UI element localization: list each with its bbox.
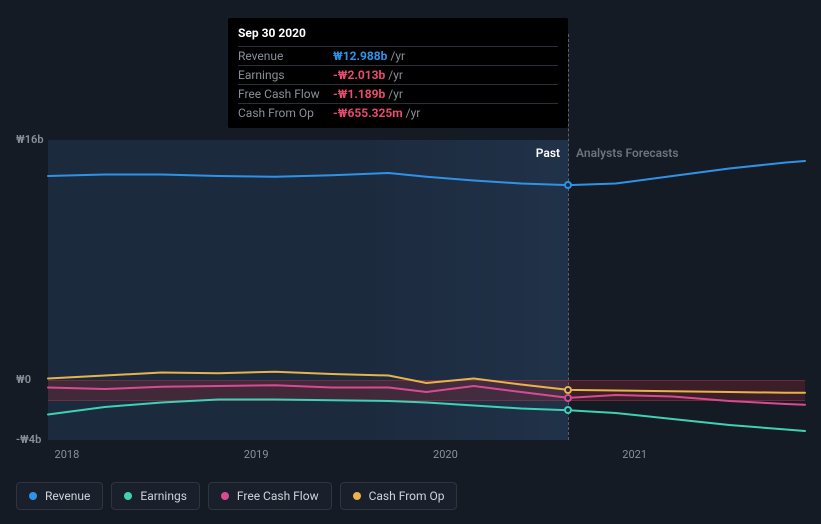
tooltip-metric-value: -₩2.013b [333, 68, 385, 82]
earnings-chart: ₩16b ₩0 -₩4b Past Analysts Forecasts 2018 2… [16, 118, 805, 468]
tooltip-metric-value: -₩655.325m [333, 106, 403, 120]
x-tick-label: 2018 [55, 448, 80, 461]
series-line [48, 400, 805, 432]
tooltip-date: Sep 30 2020 [238, 26, 558, 46]
legend-label: Cash From Op [369, 489, 445, 503]
tooltip-suffix: /yr [388, 87, 403, 101]
x-tick-label: 2021 [622, 448, 647, 461]
tooltip-row: Cash From Op-₩655.325m/yr [238, 103, 558, 122]
tooltip-metric-label: Earnings [238, 68, 333, 82]
tooltip-metric-label: Free Cash Flow [238, 87, 333, 101]
y-tick-label: ₩16b [16, 133, 44, 146]
legend: Revenue Earnings Free Cash Flow Cash From O… [16, 482, 457, 510]
legend-dot-icon [29, 492, 37, 500]
legend-item[interactable]: Earnings [111, 482, 200, 510]
series-marker [564, 406, 572, 414]
tooltip-suffix: /yr [406, 106, 421, 120]
legend-item[interactable]: Revenue [16, 482, 103, 510]
tooltip-suffix: /yr [390, 49, 405, 63]
y-tick-label: -₩4b [16, 433, 41, 446]
series-line [48, 372, 805, 393]
plot-area[interactable]: Past Analysts Forecasts [48, 140, 805, 440]
legend-dot-icon [353, 492, 361, 500]
tooltip-suffix: /yr [388, 68, 403, 82]
legend-dot-icon [221, 492, 229, 500]
series-marker [564, 181, 572, 189]
tooltip-metric-value: -₩1.189b [333, 87, 385, 101]
tooltip-row: Free Cash Flow-₩1.189b/yr [238, 84, 558, 103]
tooltip-row: Earnings-₩2.013b/yr [238, 65, 558, 84]
legend-item[interactable]: Cash From Op [340, 482, 458, 510]
series-marker [564, 386, 572, 394]
legend-label: Revenue [45, 489, 90, 503]
legend-label: Free Cash Flow [237, 489, 319, 503]
x-tick-label: 2019 [244, 448, 269, 461]
tooltip-metric-label: Cash From Op [238, 106, 333, 120]
legend-item[interactable]: Free Cash Flow [208, 482, 332, 510]
tooltip-metric-label: Revenue [238, 49, 333, 63]
x-tick-label: 2020 [433, 448, 458, 461]
y-tick-label: ₩0 [16, 373, 31, 386]
legend-dot-icon [124, 492, 132, 500]
chart-lines [48, 140, 805, 440]
series-line [48, 161, 805, 185]
tooltip-row: Revenue₩12.988b/yr [238, 46, 558, 65]
hover-tooltip: Sep 30 2020 Revenue₩12.988b/yrEarnings-₩… [228, 18, 568, 128]
tooltip-metric-value: ₩12.988b [333, 49, 387, 63]
legend-label: Earnings [140, 489, 187, 503]
series-marker [564, 394, 572, 402]
